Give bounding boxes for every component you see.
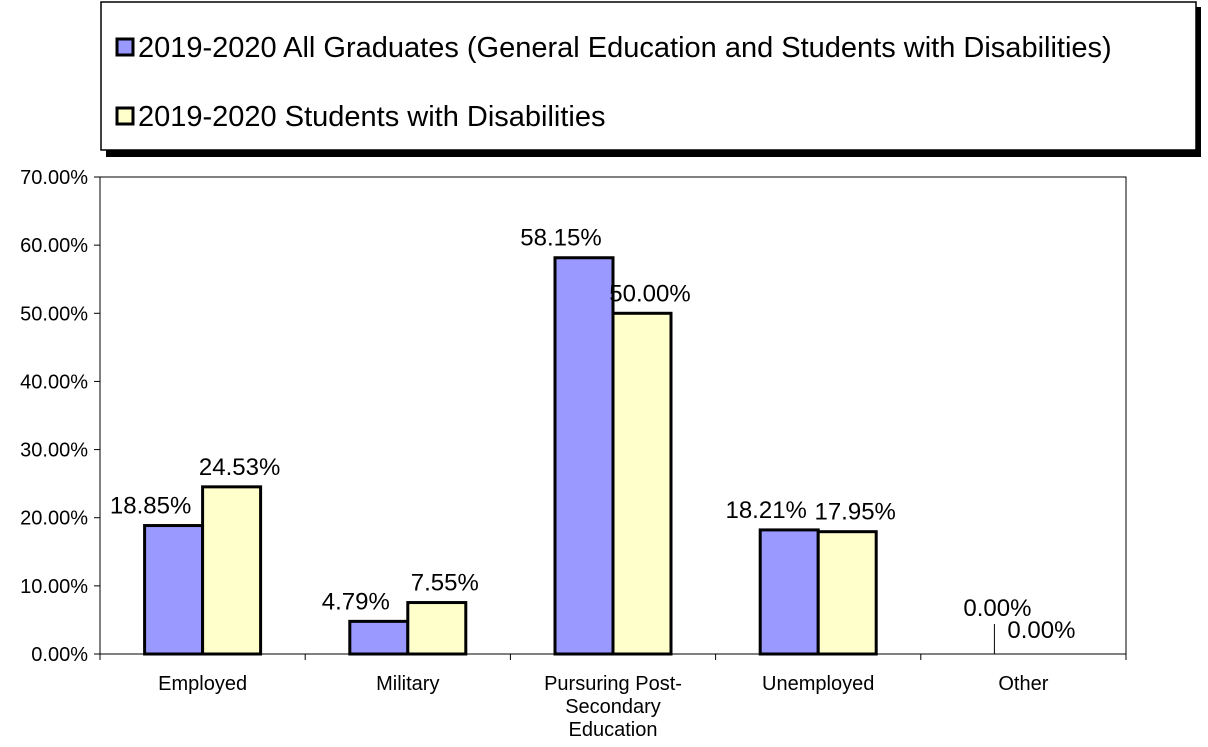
x-tick-label: Military <box>376 673 439 695</box>
y-tick-label: 30.00% <box>20 440 88 462</box>
bar-all-graduates <box>553 256 615 656</box>
legend: 2019-2020 All Graduates (General Educati… <box>100 1 1201 157</box>
legend-swatch-1 <box>115 37 135 57</box>
data-label: 50.00% <box>609 280 690 307</box>
data-label: 18.21% <box>725 497 806 524</box>
bar-students-with-disabilities <box>611 311 673 656</box>
data-label: 0.00% <box>1007 617 1075 644</box>
x-tick-label: Employed <box>158 673 247 695</box>
data-label: 0.00% <box>963 595 1031 622</box>
data-label: 18.85% <box>110 493 191 520</box>
y-tick-label: 40.00% <box>20 371 88 393</box>
x-tick-label: Other <box>998 673 1048 695</box>
data-label: 4.79% <box>322 588 390 615</box>
y-tick-label: 10.00% <box>20 576 88 598</box>
legend-label-1: 2019-2020 All Graduates (General Educati… <box>138 32 1112 64</box>
legend-swatch-2 <box>115 106 135 126</box>
chart-axes: 0.00% 10.00% 20.00% 30.00% 40.00% 50.00% 60.00… <box>20 167 1127 741</box>
y-tick-label: 50.00% <box>20 303 88 325</box>
bar-all-graduates <box>143 524 205 656</box>
bar-students-with-disabilities <box>201 485 263 656</box>
legend-label-2: 2019-2020 Students with Disabilities <box>138 101 606 133</box>
legend-box <box>100 1 1197 151</box>
bars-group <box>143 256 878 656</box>
x-tick-label: Unemployed <box>762 673 874 695</box>
x-tick-label: Pursuring Post- <box>544 673 682 695</box>
x-tick-label: Education <box>569 719 658 741</box>
data-label: 24.53% <box>199 454 280 481</box>
data-labels-group: 18.85% 24.53% 4.79% 7.55% 58.15% 50.00% 18.21%… <box>110 225 1075 654</box>
bar-students-with-disabilities <box>406 601 468 656</box>
bar-students-with-disabilities <box>816 530 878 656</box>
y-tick-label: 60.00% <box>20 235 88 257</box>
bar-all-graduates <box>348 619 410 656</box>
data-label: 17.95% <box>814 499 895 526</box>
bar-all-graduates <box>758 528 820 656</box>
y-tick-label: 20.00% <box>20 508 88 530</box>
x-tick-label: Secondary <box>565 696 661 718</box>
y-tick-label: 0.00% <box>31 644 88 666</box>
data-label: 58.15% <box>520 225 601 252</box>
y-tick-label: 70.00% <box>20 167 88 189</box>
data-label: 7.55% <box>411 570 479 597</box>
